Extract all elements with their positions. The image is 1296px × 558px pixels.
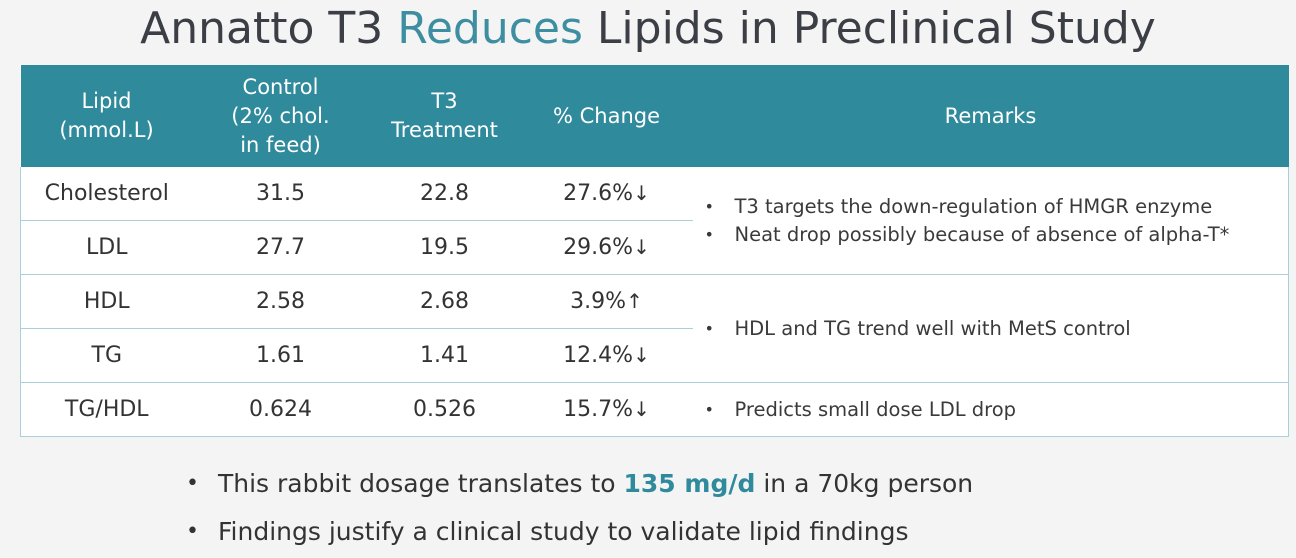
cell-lipid: TG — [20, 328, 193, 383]
remark-cell: T3 targets the down-regulation of HMGR e… — [693, 167, 1289, 275]
cell-lipid: TG/HDL — [20, 382, 193, 437]
cell-control: 2.58 — [192, 274, 369, 329]
remark-item: T3 targets the down-regulation of HMGR e… — [705, 193, 1289, 221]
cell-t3: 1.41 — [368, 328, 521, 383]
cell-lipid: LDL — [20, 220, 193, 275]
cell-change: 15.7%↓ — [520, 382, 693, 437]
cell-t3: 22.8 — [420, 181, 469, 206]
down-arrow-icon: ↓ — [633, 343, 650, 367]
cell-change: 3.9%↑ — [520, 274, 693, 329]
lipid-table: Lipid (mmol.L) Control (2% chol. in feed) T… — [20, 65, 1289, 437]
cell-lipid: Cholesterol — [44, 181, 169, 206]
table-header-row: Lipid (mmol.L) Control (2% chol. in feed) T… — [20, 65, 1289, 167]
cell-change: 12.4%↓ — [520, 328, 693, 383]
header-percent-change: % Change — [520, 65, 693, 167]
summary-bullet: Findings justify a clinical study to val… — [186, 510, 1186, 558]
cell-change: 29.6%↓ — [520, 220, 693, 275]
header-lipid: Lipid (mmol.L) — [20, 65, 193, 167]
table-row: LDL 27.7 19.5 29.6%↓ — [20, 220, 1289, 275]
cell-t3: 2.68 — [368, 274, 521, 329]
down-arrow-icon: ↓ — [633, 181, 650, 205]
table-row: HDL 2.58 2.68 3.9%↑ HDL and TG trend wel… — [20, 274, 1289, 383]
table-row: TG/HDL 0.624 0.526 15.7%↓ Predicts small… — [20, 382, 1289, 437]
header-remarks: Remarks — [692, 65, 1289, 167]
remark-item: HDL and TG trend well with MetS control — [705, 315, 1289, 343]
remark-cell: Predicts small dose LDL drop — [692, 382, 1289, 437]
dosage-highlight: 135 mg/d — [623, 469, 756, 498]
remark-cell: HDL and TG trend well with MetS control — [692, 274, 1289, 383]
cell-t3: 0.526 — [368, 382, 521, 437]
summary-bullets: This rabbit dosage translates to 135 mg/… — [186, 462, 1186, 558]
cell-control: 1.61 — [192, 328, 369, 383]
header-t3-treatment: T3 Treatment — [368, 65, 521, 167]
up-arrow-icon: ↑ — [626, 289, 643, 313]
header-control: Control (2% chol. in feed) — [192, 65, 369, 167]
table-row: Cholesterol 31.5 22.8 27.6%↓ T3 targets … — [21, 167, 1289, 249]
cell-control: 31.5 — [256, 181, 305, 206]
down-arrow-icon: ↓ — [633, 397, 650, 421]
remark-item: Predicts small dose LDL drop — [705, 396, 1289, 424]
title-part2: Lipids in Preclinical Study — [582, 3, 1156, 54]
cell-control: 27.7 — [192, 220, 369, 275]
cell-t3: 19.5 — [368, 220, 521, 275]
down-arrow-icon: ↓ — [633, 235, 650, 259]
cell-control: 0.624 — [192, 382, 369, 437]
summary-bullet: This rabbit dosage translates to 135 mg/… — [186, 462, 1186, 510]
table-row: TG 1.61 1.41 12.4%↓ — [20, 328, 1289, 383]
cell-change: 27.6%↓ — [563, 181, 650, 206]
title-highlight: Reduces — [397, 3, 583, 54]
cell-lipid: HDL — [20, 274, 193, 329]
title-part1: Annatto T3 — [140, 3, 398, 54]
slide-title: Annatto T3 Reduces Lipids in Preclinical… — [0, 0, 1296, 62]
remark-item: Neat drop possibly because of absence of… — [705, 221, 1289, 249]
